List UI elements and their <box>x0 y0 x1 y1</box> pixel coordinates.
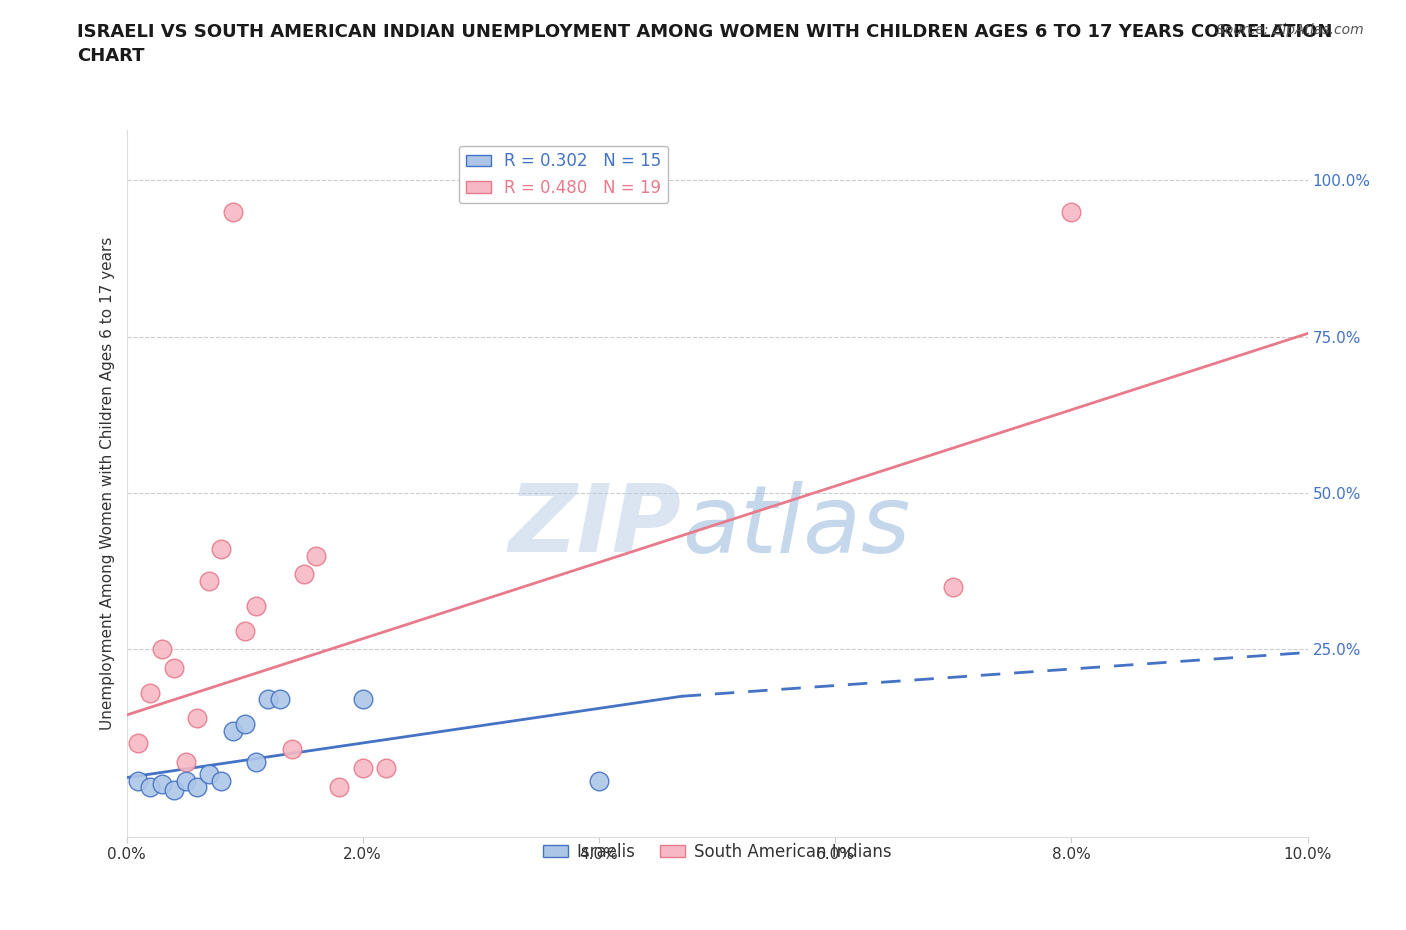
Point <box>127 773 149 788</box>
Point <box>163 783 186 798</box>
Point <box>233 623 256 638</box>
Text: atlas: atlas <box>682 481 910 572</box>
Point <box>186 779 208 794</box>
Point <box>222 204 245 219</box>
Point <box>292 567 315 582</box>
Point <box>139 685 162 700</box>
Text: ZIP: ZIP <box>509 480 682 572</box>
Point <box>150 777 173 791</box>
Text: Source: ZipAtlas.com: Source: ZipAtlas.com <box>1216 23 1364 37</box>
Text: ISRAELI VS SOUTH AMERICAN INDIAN UNEMPLOYMENT AMONG WOMEN WITH CHILDREN AGES 6 T: ISRAELI VS SOUTH AMERICAN INDIAN UNEMPLO… <box>77 23 1333 65</box>
Legend: Israelis, South American Indians: Israelis, South American Indians <box>536 836 898 868</box>
Point <box>257 692 280 707</box>
Point <box>174 773 197 788</box>
Y-axis label: Unemployment Among Women with Children Ages 6 to 17 years: Unemployment Among Women with Children A… <box>100 237 115 730</box>
Point <box>304 548 326 563</box>
Point <box>233 717 256 732</box>
Point <box>222 724 245 738</box>
Point <box>245 754 267 769</box>
Point <box>209 773 232 788</box>
Point <box>174 754 197 769</box>
Point <box>281 742 304 757</box>
Point <box>352 761 374 776</box>
Point <box>139 779 162 794</box>
Point <box>352 692 374 707</box>
Point <box>375 761 398 776</box>
Point <box>198 573 221 588</box>
Point <box>198 767 221 782</box>
Point <box>1060 204 1083 219</box>
Point <box>163 660 186 675</box>
Point <box>942 579 965 594</box>
Point <box>588 773 610 788</box>
Point <box>209 542 232 557</box>
Point <box>127 736 149 751</box>
Point <box>245 598 267 613</box>
Point <box>328 779 350 794</box>
Point <box>150 642 173 657</box>
Point <box>186 711 208 725</box>
Point <box>269 692 291 707</box>
